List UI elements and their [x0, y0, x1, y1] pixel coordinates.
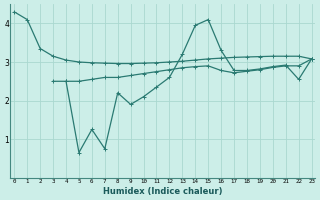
X-axis label: Humidex (Indice chaleur): Humidex (Indice chaleur) [103, 187, 223, 196]
